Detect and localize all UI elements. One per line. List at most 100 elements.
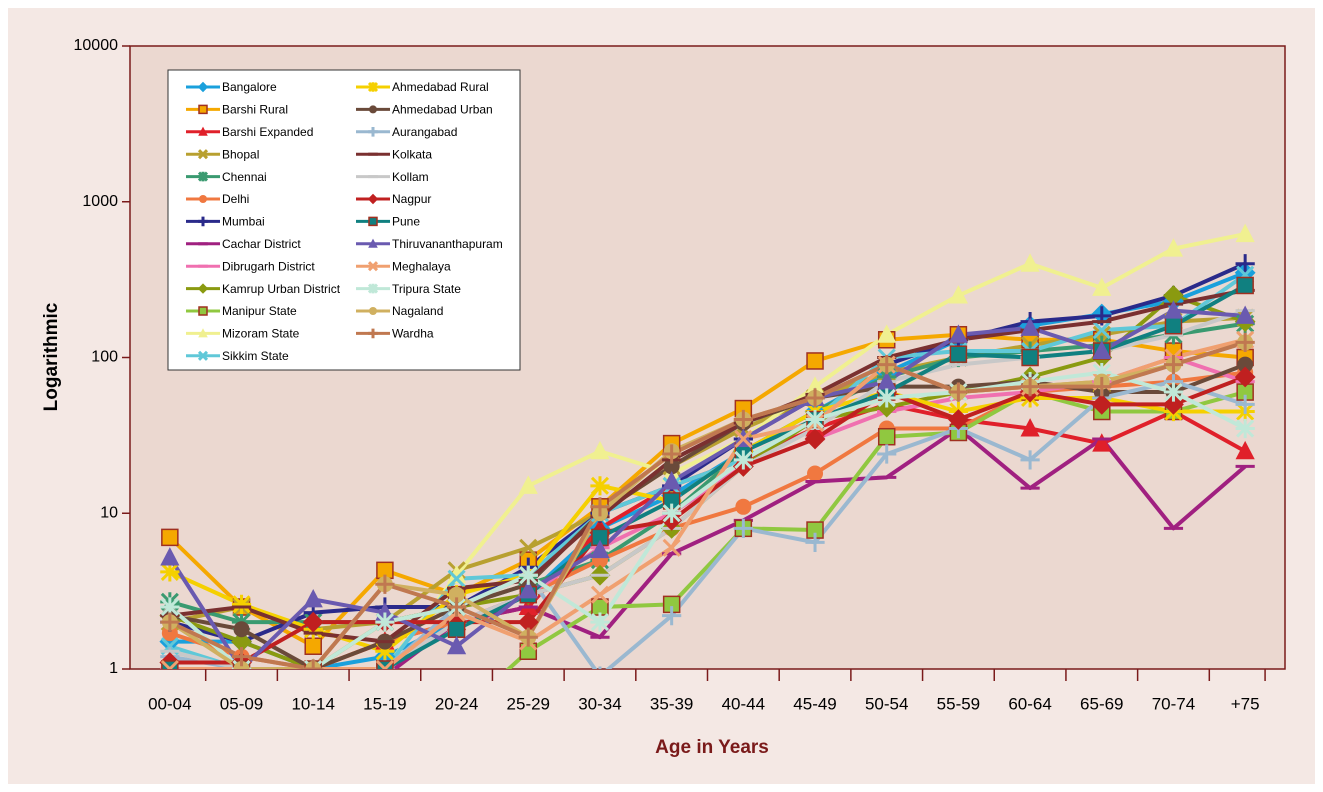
- marker: [1234, 366, 1256, 388]
- marker: [733, 450, 753, 470]
- marker: [877, 324, 897, 343]
- x-tick-label: 70-74: [1152, 694, 1195, 713]
- marker: [877, 371, 897, 390]
- series-line: [168, 340, 1246, 669]
- x-tick-label: 25-29: [507, 694, 550, 713]
- marker: [1235, 305, 1255, 324]
- x-tick-label: 20-24: [435, 694, 478, 713]
- marker: [303, 588, 323, 608]
- marker: [519, 538, 538, 557]
- series-line: [168, 308, 1246, 669]
- marker: [804, 428, 826, 450]
- legend-label: Thiruvananthapuram: [392, 237, 503, 251]
- y-axis-label: Logarithmic: [41, 302, 62, 411]
- marker: [877, 444, 897, 464]
- marker: [807, 465, 824, 482]
- marker: [1092, 433, 1112, 452]
- series-line: [169, 379, 1246, 669]
- x-tick-label: 00-04: [148, 694, 191, 713]
- marker: [1092, 362, 1112, 383]
- legend-label: Aurangabad: [392, 125, 457, 139]
- marker: [369, 105, 377, 114]
- marker: [199, 195, 207, 203]
- marker: [197, 149, 209, 160]
- marker: [733, 518, 753, 538]
- marker: [1236, 276, 1254, 295]
- marker: [1021, 348, 1039, 367]
- legend-label: Barshi Rural: [222, 103, 288, 117]
- marker: [161, 528, 179, 547]
- marker: [198, 306, 208, 316]
- marker: [948, 285, 969, 304]
- marker: [160, 612, 180, 632]
- marker: [877, 388, 897, 408]
- marker: [735, 498, 752, 515]
- marker: [368, 216, 378, 227]
- marker: [805, 409, 825, 430]
- marker: [517, 611, 539, 633]
- marker: [590, 476, 610, 496]
- marker: [303, 659, 323, 669]
- legend-label: Pune: [392, 215, 420, 229]
- legend-label: Manipur State: [222, 304, 297, 318]
- marker: [375, 641, 395, 661]
- marker: [877, 427, 896, 446]
- y-tick-label: 1: [109, 660, 118, 677]
- marker: [446, 564, 467, 584]
- marker: [1092, 277, 1112, 296]
- series-line: [169, 288, 1246, 644]
- series-line: [169, 283, 1247, 669]
- marker: [1020, 317, 1040, 336]
- marker: [1091, 393, 1113, 415]
- legend-label: Kollam: [392, 170, 429, 184]
- marker: [1164, 316, 1183, 335]
- legend-label: Ahmedabad Urban: [392, 103, 493, 117]
- series-line: [391, 426, 1247, 669]
- marker: [877, 355, 897, 375]
- legend-label: Tripura State: [392, 282, 461, 296]
- marker: [805, 532, 825, 552]
- marker: [160, 547, 180, 566]
- marker: [805, 388, 825, 408]
- marker: [1163, 300, 1184, 319]
- marker: [590, 612, 610, 632]
- marker: [1235, 418, 1255, 439]
- marker: [1235, 440, 1255, 460]
- marker: [161, 660, 179, 669]
- marker: [518, 627, 538, 647]
- marker: [446, 635, 467, 655]
- x-tick-label: 40-44: [722, 694, 765, 713]
- marker: [367, 261, 379, 272]
- marker: [518, 475, 538, 494]
- marker: [376, 660, 394, 669]
- marker: [1237, 356, 1254, 373]
- legend-label: Nagaland: [392, 304, 443, 318]
- marker: [231, 647, 252, 667]
- marker: [375, 612, 395, 632]
- marker: [663, 458, 680, 475]
- marker: [1020, 450, 1040, 470]
- marker: [949, 345, 968, 363]
- legend-label: Cachar District: [222, 237, 301, 251]
- y-tick-label: 10: [100, 504, 118, 521]
- legend-label: Nagpur: [392, 192, 431, 206]
- y-tick-label: 10000: [74, 37, 119, 54]
- marker: [1092, 321, 1111, 340]
- legend-label: Mumbai: [222, 215, 265, 229]
- marker: [733, 409, 753, 430]
- legend-label: Barshi Expanded: [222, 125, 313, 139]
- legend-label: Wardha: [392, 327, 434, 341]
- legend-label: Bhopal: [222, 147, 259, 161]
- marker: [198, 104, 208, 115]
- marker: [367, 81, 379, 93]
- legend-label: Bangalore: [222, 80, 277, 94]
- marker: [367, 193, 379, 205]
- marker: [806, 352, 824, 370]
- marker: [368, 238, 378, 248]
- marker: [1020, 253, 1040, 272]
- marker: [1020, 377, 1040, 397]
- x-tick-label: 15-19: [363, 694, 406, 713]
- x-tick-label: 45-49: [793, 694, 836, 713]
- marker: [948, 382, 969, 402]
